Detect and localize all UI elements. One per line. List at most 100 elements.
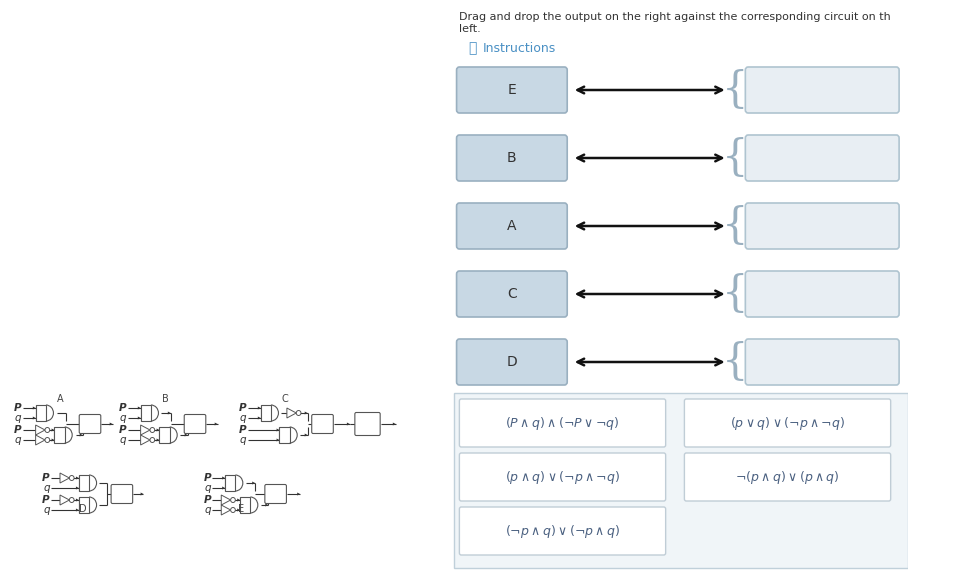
Text: P: P [203,495,211,505]
Text: {: { [722,69,748,111]
Circle shape [70,475,74,480]
Polygon shape [185,434,188,436]
Circle shape [45,438,49,443]
Polygon shape [76,499,78,502]
Polygon shape [138,416,141,419]
Bar [141,405,151,421]
Text: P: P [14,425,21,435]
Bar [36,405,46,421]
Bar [159,427,170,443]
Text: P: P [14,403,21,413]
Text: A: A [57,394,64,404]
Text: q: q [240,435,246,445]
Polygon shape [304,411,307,415]
Circle shape [297,411,301,415]
Polygon shape [237,509,240,511]
Polygon shape [76,487,78,490]
Text: q: q [15,413,21,423]
Text: q: q [204,483,211,493]
Text: C: C [281,394,288,404]
Polygon shape [222,487,225,490]
Text: $(p \vee q) \vee (\neg p \wedge \neg q)$: $(p \vee q) \vee (\neg p \wedge \neg q)$ [730,415,845,431]
Polygon shape [76,509,78,511]
Polygon shape [258,407,261,410]
Bar [54,427,65,443]
FancyBboxPatch shape [79,415,101,434]
Text: q: q [43,483,49,493]
Polygon shape [237,499,240,502]
Polygon shape [141,492,143,495]
Polygon shape [141,425,150,435]
Polygon shape [51,428,54,431]
FancyBboxPatch shape [456,271,567,317]
Polygon shape [157,428,159,431]
Polygon shape [221,505,231,515]
Text: q: q [204,505,211,515]
Polygon shape [222,476,225,479]
Polygon shape [33,416,36,419]
FancyBboxPatch shape [456,135,567,181]
Polygon shape [79,434,82,436]
Text: E: E [238,504,244,514]
Polygon shape [258,416,261,419]
FancyBboxPatch shape [355,412,380,435]
Text: $(P \wedge q) \wedge (\neg P \vee \neg q)$: $(P \wedge q) \wedge (\neg P \vee \neg q… [505,415,620,431]
Text: ⓘ: ⓘ [469,41,477,55]
Text: {: { [722,137,748,179]
FancyBboxPatch shape [745,203,899,249]
FancyBboxPatch shape [265,484,287,503]
Text: {: { [722,341,748,383]
Bar [279,427,290,443]
Text: P: P [203,473,211,483]
Text: left.: left. [459,24,482,34]
Polygon shape [168,411,171,415]
Text: P: P [239,425,246,435]
Circle shape [70,498,74,502]
FancyBboxPatch shape [456,67,567,113]
Polygon shape [287,408,297,418]
Text: P: P [119,425,127,435]
Bar [240,497,250,513]
Polygon shape [51,439,54,442]
Polygon shape [215,423,217,426]
FancyBboxPatch shape [456,203,567,249]
Text: q: q [120,413,127,423]
Text: Instructions: Instructions [483,42,556,54]
Bar [225,475,235,491]
Polygon shape [138,407,141,410]
Polygon shape [252,482,255,484]
Text: q: q [120,435,127,445]
Circle shape [150,438,155,443]
Text: {: { [722,273,748,315]
Text: P: P [42,495,49,505]
Text: {: { [722,205,748,247]
Text: $(\neg p \wedge q) \vee (\neg p \wedge q)$: $(\neg p \wedge q) \vee (\neg p \wedge q… [505,522,620,539]
FancyBboxPatch shape [459,453,666,501]
FancyBboxPatch shape [684,453,891,501]
Circle shape [150,427,155,432]
Polygon shape [297,492,300,495]
FancyBboxPatch shape [459,507,666,555]
Text: E: E [508,83,516,97]
Polygon shape [60,473,70,483]
Polygon shape [33,407,36,410]
Text: q: q [15,435,21,445]
FancyBboxPatch shape [111,484,133,503]
Polygon shape [76,476,78,479]
Bar [78,497,89,513]
Text: Drag and drop the output on the right against the corresponding circuit on th: Drag and drop the output on the right ag… [459,12,891,22]
Polygon shape [36,435,45,445]
FancyBboxPatch shape [456,339,567,385]
FancyBboxPatch shape [184,415,205,434]
Bar [453,393,908,568]
Text: D: D [507,355,517,369]
Circle shape [45,427,49,432]
FancyBboxPatch shape [312,415,333,434]
Text: D: D [78,504,86,514]
FancyBboxPatch shape [745,67,899,113]
FancyBboxPatch shape [684,399,891,447]
Polygon shape [60,495,70,505]
Text: A: A [507,219,516,233]
Text: B: B [162,394,169,404]
Text: P: P [119,403,127,413]
